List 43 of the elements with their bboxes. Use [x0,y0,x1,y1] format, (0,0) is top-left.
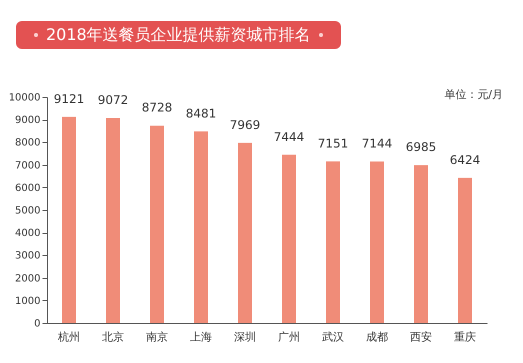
annotation: 单位：元/月 [444,87,503,102]
x-tick-label: 成都 [366,330,388,344]
y-tick-label: 5000 [15,206,40,216]
y-tick-label: 9000 [15,115,40,126]
bar [106,118,120,323]
y-tick-label: 1000 [15,296,40,307]
bar [326,161,340,323]
bar [282,154,296,323]
data-label: 9121 [54,92,84,106]
data-label: 9072 [98,92,128,107]
bar [62,116,76,323]
data-label: 7969 [230,118,260,132]
x-tick-label: 广州 [278,330,300,344]
y-tick-label: 6000 [15,182,40,194]
x-tick-label: 深圳 [234,330,256,344]
data-label: 8728 [142,100,172,115]
y-tick-label: 10000 [8,92,40,104]
bar [238,142,252,323]
y-tick-label: 0 [34,318,40,330]
bar [370,162,384,323]
chart-title: 2018年送餐员企业提供薪资城市排名 [46,24,311,46]
x-tick-label: 武汉 [322,330,344,344]
bar [458,178,472,323]
data-label: 7144 [362,136,392,151]
x-tick-label: 上海 [190,330,212,344]
bar [414,165,428,323]
y-tick-label: 4000 [15,228,40,240]
data-label: 7151 [318,136,348,150]
y-tick-label: 3000 [15,250,40,262]
x-tick-label: 南京 [146,330,168,344]
bar [194,131,208,323]
x-tick-label: 杭州 [57,330,80,344]
data-label: 6424 [450,152,480,167]
y-tick-label: 8000 [15,138,40,149]
data-label: 8481 [186,106,216,120]
x-tick-label: 重庆 [454,330,476,344]
x-tick-label: 北京 [102,330,124,344]
data-label: 6985 [406,140,436,154]
data-label: 7444 [274,130,304,144]
bar [150,126,164,323]
x-tick-label: 西安 [410,330,432,344]
y-tick-label: 2000 [15,273,40,284]
y-tick-label: 7000 [15,160,40,172]
